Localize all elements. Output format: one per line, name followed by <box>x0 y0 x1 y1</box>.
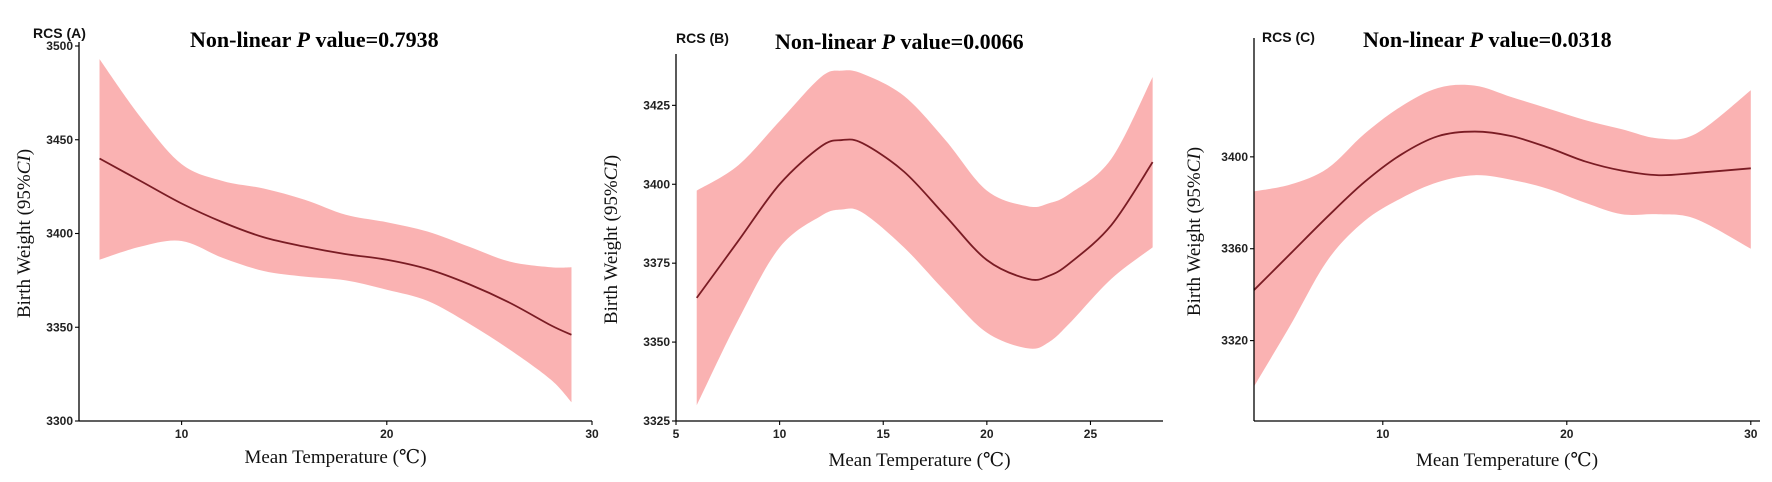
y-axis-label-part: Birth Weight (95% <box>14 174 35 318</box>
y-tick-label: 3500 <box>46 39 73 53</box>
x-tick-label: 25 <box>1084 427 1098 441</box>
chart-title-part: value=0.0066 <box>895 29 1024 54</box>
y-tick-label: 3350 <box>643 335 670 349</box>
x-axis-label: Mean Temperature (℃) <box>1416 450 1598 471</box>
y-axis-label-part: Birth Weight (95% <box>1184 172 1205 316</box>
x-tick-label: 20 <box>380 427 394 441</box>
y-axis-label: Birth Weight (95%CI) <box>14 149 35 318</box>
y-axis-label: Birth Weight (95%CI) <box>1184 147 1205 316</box>
y-tick-label: 3400 <box>46 227 73 241</box>
y-tick-label: 3400 <box>643 177 670 191</box>
y-axis-label-part: CI <box>601 160 622 181</box>
chart-title-part: P <box>296 27 311 52</box>
rcs-panel-3: 3320 3360 3400 10 20 30 RCS (C) Non-linear P va… <box>1184 27 1760 471</box>
chart-title-part: value=0.7938 <box>310 27 439 52</box>
fitted-curve <box>1253 130 1751 291</box>
x-tick-label: 5 <box>673 427 680 441</box>
y-axis-label: Birth Weight (95%CI) <box>601 155 622 324</box>
fitted-curve <box>99 157 572 336</box>
x-tick-label: 30 <box>585 427 599 441</box>
panel-label: RCS (B) <box>676 30 729 46</box>
y-axis-label-part: ) <box>601 155 622 161</box>
y-axis-label-part: CI <box>1184 152 1205 173</box>
y-axis-label-part: CI <box>14 154 35 175</box>
y-axis-label-part: Birth Weight (95% <box>601 180 622 324</box>
x-axis-label: Mean Temperature (℃) <box>244 447 426 468</box>
y-tick-label: 3350 <box>46 320 73 334</box>
chart-title: Non-linear P value=0.0318 <box>1363 27 1612 52</box>
chart-title: Non-linear P value=0.0066 <box>775 29 1024 54</box>
x-tick-label: 10 <box>175 427 189 441</box>
y-tick-label: 3375 <box>643 256 670 270</box>
chart-title-part: Non-linear <box>1363 27 1470 52</box>
y-tick-label: 3325 <box>643 414 670 428</box>
y-tick-label: 3360 <box>1221 242 1248 256</box>
y-axis-label-part: ) <box>1184 147 1205 153</box>
chart-title-part: P <box>881 29 896 54</box>
y-tick-label: 3300 <box>46 414 73 428</box>
chart-title: Non-linear P value=0.7938 <box>190 27 439 52</box>
x-tick-label: 20 <box>980 427 994 441</box>
x-tick-label: 10 <box>773 427 787 441</box>
y-tick-label: 3450 <box>46 133 73 147</box>
y-axis-label-part: ) <box>14 149 35 155</box>
panel-label: RCS (C) <box>1262 29 1315 45</box>
fitted-curve <box>695 138 1154 299</box>
rcs-panel-2: 3325 3350 3375 3400 3425 5 10 15 20 25 RCS (B) Non-… <box>601 29 1163 471</box>
chart-title-part: value=0.0318 <box>1483 27 1612 52</box>
x-tick-label: 30 <box>1744 427 1758 441</box>
chart-title-part: Non-linear <box>775 29 882 54</box>
panel-label: RCS (A) <box>33 25 86 41</box>
x-axis-label: Mean Temperature (℃) <box>828 450 1010 471</box>
y-tick-label: 3400 <box>1221 150 1248 164</box>
chart-title-part: P <box>1469 27 1484 52</box>
chart-title-part: Non-linear <box>190 27 297 52</box>
x-tick-label: 20 <box>1560 427 1574 441</box>
confidence-band <box>1254 84 1751 387</box>
confidence-band <box>696 70 1153 406</box>
x-tick-label: 10 <box>1376 427 1390 441</box>
rcs-panel-1: 3300 3350 3400 3450 3500 10 20 30 RCS (A) Non-lin… <box>14 25 599 468</box>
y-tick-label: 3425 <box>643 98 670 112</box>
y-tick-label: 3320 <box>1221 334 1248 348</box>
confidence-band <box>99 59 572 403</box>
x-tick-label: 15 <box>877 427 891 441</box>
